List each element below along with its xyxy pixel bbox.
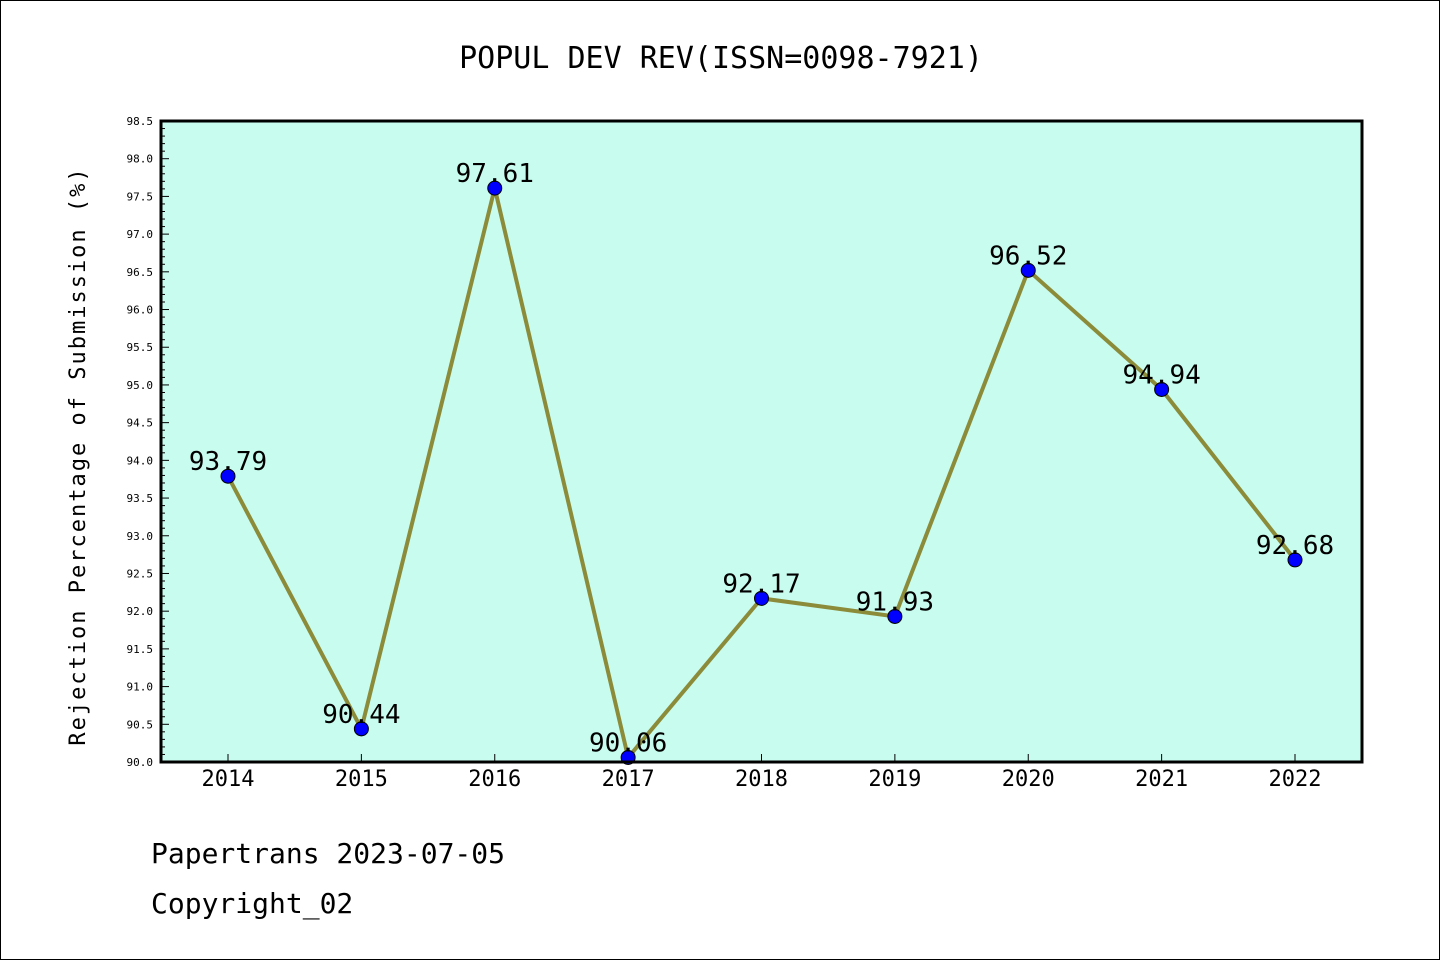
- data-point: [1020, 262, 1036, 278]
- data-point: [1287, 552, 1303, 568]
- y-tick-label: 92.5: [127, 567, 154, 580]
- y-tick-label: 93.5: [127, 492, 154, 505]
- y-tick-label: 90.0: [127, 756, 154, 769]
- x-tick-label: 2015: [335, 767, 388, 792]
- data-point: [1154, 381, 1170, 397]
- x-tick-label: 2021: [1135, 767, 1188, 792]
- y-tick-label: 94.0: [127, 454, 154, 467]
- footer-date: Papertrans 2023-07-05: [151, 837, 506, 870]
- data-label: 93.79: [189, 447, 267, 477]
- data-label: 90.44: [322, 700, 400, 730]
- x-axis-ticks: 2014 2015 2016 2017 2018 2019 2020 2021 2022: [202, 754, 1322, 792]
- y-tick-label: 98.5: [127, 115, 154, 128]
- data-point: [754, 590, 769, 606]
- chart-title: POPUL DEV REV(ISSN=0098-7921): [459, 41, 983, 76]
- x-tick-label: 2019: [868, 767, 921, 792]
- y-tick-label: 95.5: [127, 341, 154, 354]
- y-tick-label: 91.5: [127, 643, 154, 656]
- x-tick-label: 2017: [602, 767, 655, 792]
- data-label: 90.06: [589, 728, 667, 758]
- data-label: 92.17: [722, 569, 800, 599]
- x-tick-label: 2022: [1269, 767, 1322, 792]
- y-tick-label: 96.0: [127, 304, 154, 317]
- y-tick-label: 97.5: [127, 190, 154, 203]
- x-tick-label: 2018: [735, 767, 788, 792]
- y-tick-label: 92.0: [127, 605, 154, 618]
- y-tick-label: 95.0: [127, 379, 154, 392]
- y-tick-label: 94.5: [127, 417, 154, 430]
- data-point: [220, 468, 236, 484]
- plot-area: [161, 121, 1362, 762]
- y-tick-label: 96.5: [127, 266, 154, 279]
- data-point: [487, 180, 503, 196]
- x-tick-label: 2020: [1002, 767, 1055, 792]
- plot-frame: [159, 119, 1364, 764]
- footer-copyright: Copyright_02: [151, 887, 354, 920]
- data-label: 91.93: [856, 587, 934, 617]
- data-point: [887, 608, 903, 624]
- y-tick-label: 97.0: [127, 228, 154, 241]
- x-tick-label: 2014: [202, 767, 255, 792]
- data-label: 97.61: [456, 159, 534, 189]
- data-label: 96.52: [989, 241, 1067, 271]
- y-tick-label: 93.0: [127, 530, 154, 543]
- y-tick-label: 90.5: [127, 718, 154, 731]
- data-point: [353, 721, 369, 737]
- data-labels: 93.79 90.44 97.61 90.06 92.17 91.93 96.52 94.94…: [189, 159, 1334, 758]
- y-tick-label: 98.0: [127, 153, 154, 166]
- data-label: 94.94: [1122, 360, 1200, 390]
- y-axis-label: Rejection Percentage of Submission (%): [66, 166, 91, 745]
- data-label: 92.68: [1256, 531, 1334, 561]
- x-tick-label: 2016: [468, 767, 521, 792]
- y-tick-label: 91.0: [127, 681, 154, 694]
